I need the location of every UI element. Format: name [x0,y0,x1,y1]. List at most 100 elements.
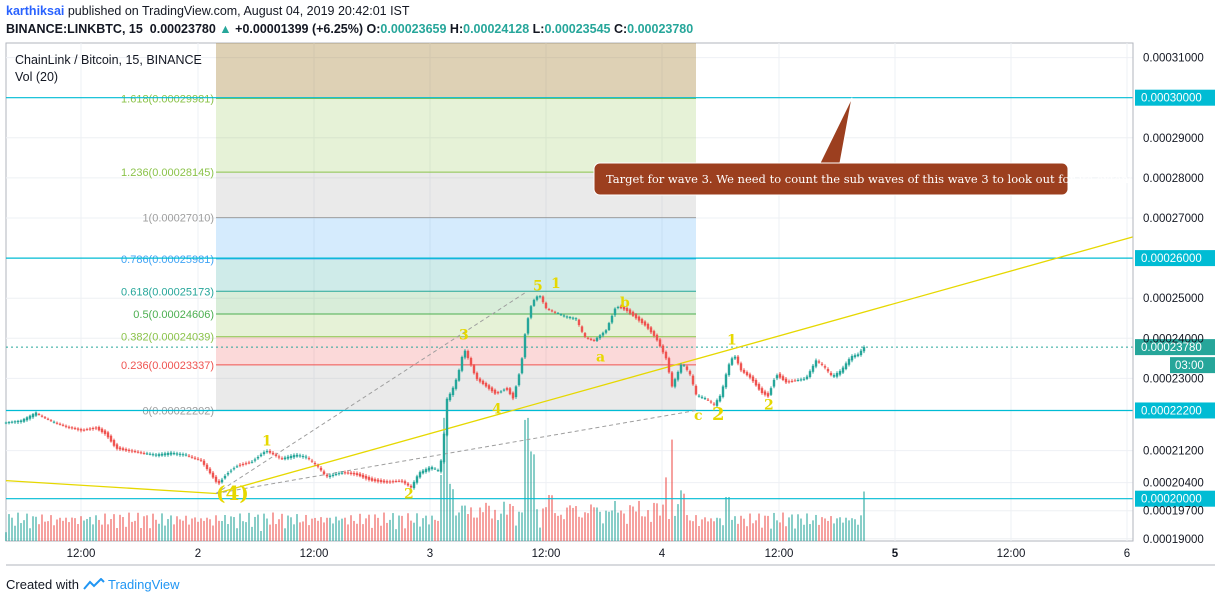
volume-bar [335,516,337,541]
volume-bar [617,512,619,541]
price-tag-label: 0.00020000 [1141,494,1202,506]
candle-body [772,379,776,387]
fib-level-label: 1.236(0.00028145) [121,167,214,179]
candle-body [634,314,638,319]
candle-body [667,358,671,373]
volume-bar [185,515,187,541]
candle-body [58,423,62,425]
footer-created: Created with [6,577,79,592]
trend-lines[interactable] [5,236,1134,495]
wave-label: b [620,295,630,311]
wave-label: 3 [459,327,469,343]
high-value: 0.00024128 [463,22,530,36]
candle-body [814,360,818,367]
candle-body [847,359,851,365]
volume-bar [179,519,181,541]
candle-body [562,315,566,317]
volume-bar [275,524,277,541]
candle-body [760,388,764,394]
volume-bar [365,518,367,541]
candle-body [805,376,809,379]
wave-label: 1 [727,332,737,348]
volume-bar [770,528,772,541]
volume-bar [221,520,223,541]
candle-body [583,333,587,337]
candle-body [676,371,680,380]
volume-bar [503,501,505,541]
candle-body [841,367,845,373]
candle-body [265,451,269,453]
candle-body [502,389,506,391]
price-tag [1135,250,1215,267]
volume-bar [602,523,604,541]
candle-body [610,315,614,323]
volume-bar [773,512,775,541]
candle-body [163,453,167,456]
candle-body [157,454,161,456]
price-axis-tick: 0.00028000 [1143,173,1204,185]
candle-body [400,480,404,482]
volume-bar [287,515,289,541]
candle-body [793,380,797,382]
volume-bar [80,516,82,541]
volume-bar [458,512,460,541]
volume-bar [308,525,310,541]
volume-bar [536,509,538,541]
volume-bar [170,515,172,541]
candle-body [781,376,785,380]
volume-bar [638,500,640,541]
volume-bar [107,524,109,541]
last-price-tag [1135,339,1215,356]
volume-bar [827,520,829,541]
candle-body [823,366,827,368]
price-tag-label: 0.00030000 [1141,93,1202,105]
fib-retracement[interactable]: 1.618(0.00029981) 1.236(0.00028145) 1(0.00… [121,43,696,417]
candle-body [139,452,143,454]
volume-bars [5,417,865,541]
volume-bar [785,526,787,541]
fib-level-label: 0.382(0.00024039) [121,332,214,344]
candle-body [769,388,773,395]
volume-bar [59,517,61,541]
volume-bar [635,511,637,541]
volume-bar [416,513,418,541]
volume-bar [146,515,148,541]
author-name[interactable]: karthiksai [6,4,65,18]
candle-body [784,378,788,383]
candle-body [466,351,470,358]
candle-body [673,379,677,387]
volume-bar [605,510,607,541]
fib-zone [216,258,696,292]
candle-body [538,296,542,298]
volume-bar [752,523,754,541]
wave-label: c [694,408,703,424]
candle-body [574,318,578,320]
fib-zone [216,291,696,314]
candle-body [580,326,584,332]
time-axis-tick: 5 [892,548,899,560]
volume-bar [806,513,808,541]
candle-body [328,475,332,478]
annotation-callout[interactable]: Target for wave 3. We need to count the … [593,97,1153,196]
candle-body [364,475,368,479]
volume-bar [653,502,655,541]
candle-body [7,422,11,424]
candle-body [100,428,104,433]
volume-bar [254,516,256,541]
volume-bar [860,515,862,541]
candle-body [31,414,35,418]
fib-level-label: 1.618(0.00029981) [121,93,214,105]
volume-bar [575,506,577,541]
footer-brand[interactable]: TradingView [108,577,180,592]
candle-body [283,457,287,460]
volume-bar [647,510,649,541]
horizontal-price-lines[interactable]: 0.00030000 0.00026000 0.00022200 0.00020000… [6,89,1215,507]
candle-body [721,386,725,397]
candle-body [454,379,458,389]
candle-body [679,364,683,373]
volume-bar [83,520,85,541]
candle-body [838,371,842,375]
candle-body [832,375,836,377]
volume-bar [791,514,793,541]
